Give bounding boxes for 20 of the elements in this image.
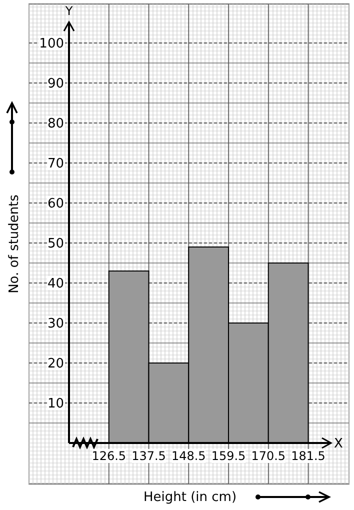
x-axis-title: Height (in cm) (143, 490, 237, 505)
y-tick-label: 20 (47, 356, 64, 372)
x-tick-label: 126.5 (92, 449, 126, 463)
x-tick-label: 159.5 (211, 449, 246, 463)
x-tick-label: 148.5 (171, 449, 206, 463)
y-tick-label: 90 (47, 76, 64, 92)
y-tick-label: 30 (47, 316, 64, 332)
y-tick-label: 100 (39, 36, 64, 52)
text: X (334, 436, 343, 452)
y-tick-label: 80 (47, 116, 64, 132)
text: Y (64, 4, 74, 18)
x-tick-label: 170.5 (251, 449, 286, 463)
y-tick-label: 70 (47, 156, 64, 172)
x-tick-label: 181.5 (291, 449, 326, 463)
x-tick-label: 137.5 (132, 449, 166, 463)
y-tick-label: 40 (47, 276, 64, 292)
y-axis-title: No. of students (7, 194, 22, 294)
y-tick-label: 10 (47, 396, 64, 412)
y-tick-label: 60 (47, 196, 64, 212)
y-tick-label: 50 (47, 236, 64, 252)
